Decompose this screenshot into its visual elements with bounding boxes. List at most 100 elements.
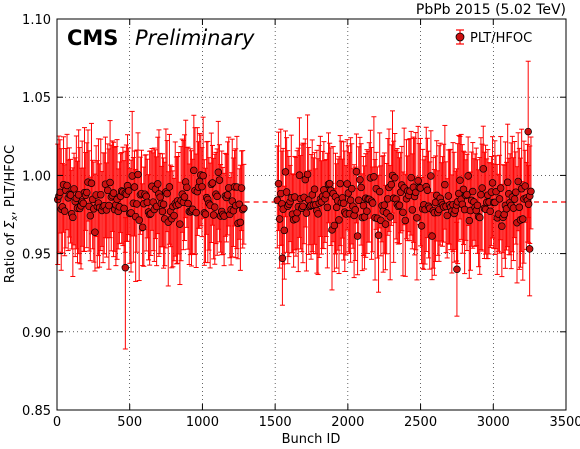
- y-tick-label: 1.00: [22, 169, 51, 184]
- x-tick-label: 3000: [477, 415, 510, 430]
- data-point: [496, 184, 505, 192]
- x-tick-label: 0: [53, 415, 61, 430]
- x-tick-label: 1500: [259, 415, 292, 430]
- data-point: [154, 180, 162, 188]
- data-point: [192, 208, 200, 217]
- data-points: [53, 60, 535, 350]
- y-axis-label-symbol: Σ: [3, 220, 18, 229]
- top-right-label: PbPb 2015 (5.02 TeV): [416, 2, 566, 18]
- data-point: [428, 232, 436, 240]
- x-tick-label: 3500: [549, 415, 580, 430]
- data-point: [401, 216, 410, 225]
- data-point: [356, 175, 364, 184]
- data-point: [352, 167, 361, 176]
- data-point: [170, 211, 178, 220]
- data-point: [469, 187, 477, 196]
- data-point: [70, 185, 78, 193]
- data-point: [407, 173, 415, 182]
- data-point: [510, 195, 519, 203]
- legend-marker: [455, 32, 465, 42]
- data-point: [368, 199, 377, 207]
- data-point: [351, 205, 360, 214]
- data-point: [158, 207, 167, 216]
- cms-status: Preliminary: [135, 26, 255, 50]
- data-point: [79, 199, 88, 208]
- legend: PLT/HFOC: [455, 29, 532, 46]
- data-point: [97, 190, 105, 199]
- data-point: [83, 188, 91, 197]
- x-axis-label: Bunch ID: [282, 432, 341, 447]
- data-point: [370, 173, 378, 181]
- data-point: [444, 192, 453, 200]
- data-point: [443, 211, 451, 220]
- y-tick-label: 0.85: [22, 404, 51, 419]
- data-point: [198, 182, 206, 191]
- data-point: [66, 191, 75, 199]
- y-axis-label-prefix: Ratio of: [3, 229, 18, 283]
- data-point: [495, 195, 504, 203]
- data-point: [488, 179, 497, 187]
- data-point: [184, 199, 192, 208]
- data-point: [303, 170, 312, 179]
- data-point: [464, 172, 472, 180]
- data-point: [120, 204, 128, 213]
- data-point: [503, 178, 512, 187]
- data-point: [524, 127, 532, 136]
- data-point: [512, 188, 520, 196]
- data-point: [236, 218, 245, 227]
- data-point: [314, 210, 322, 218]
- data-point: [386, 213, 394, 221]
- data-point: [399, 208, 407, 217]
- y-tick-label: 1.10: [22, 13, 51, 28]
- data-point: [498, 222, 506, 230]
- data-point: [134, 170, 142, 179]
- data-point: [69, 213, 77, 222]
- x-ticks: 0 500 1000 1500 2000 2500 3000 3500: [53, 19, 580, 430]
- data-point: [86, 211, 95, 220]
- data-point: [524, 200, 533, 209]
- data-point: [423, 186, 432, 194]
- data-point: [456, 176, 464, 185]
- data-point: [183, 183, 191, 192]
- x-tick-label: 500: [117, 415, 142, 430]
- y-tick-label: 1.05: [22, 91, 51, 106]
- data-point: [519, 215, 527, 223]
- data-point: [176, 220, 184, 228]
- data-point: [180, 193, 189, 201]
- data-point: [465, 216, 474, 225]
- data-point: [408, 206, 417, 214]
- data-point: [355, 196, 363, 204]
- data-point: [325, 179, 334, 188]
- data-point: [357, 183, 365, 192]
- data-point: [335, 216, 343, 224]
- data-point: [235, 200, 243, 208]
- data-point: [63, 181, 71, 190]
- legend-label: PLT/HFOC: [470, 31, 532, 46]
- data-point: [292, 215, 300, 223]
- data-point: [380, 201, 389, 209]
- data-point: [414, 177, 422, 185]
- data-point: [87, 179, 96, 187]
- data-point: [135, 216, 143, 224]
- y-axis-label-suffix: , PLT/HFOC: [3, 145, 18, 215]
- y-tick-label: 0.90: [22, 326, 51, 341]
- data-point: [278, 254, 287, 263]
- data-point: [486, 207, 494, 216]
- data-point: [477, 190, 485, 199]
- data-point: [121, 263, 130, 272]
- data-point: [527, 187, 535, 196]
- data-point: [295, 171, 304, 179]
- data-point: [240, 204, 248, 213]
- data-point: [274, 179, 283, 188]
- data-point: [280, 226, 289, 235]
- data-point: [165, 183, 174, 191]
- data-point: [211, 203, 219, 211]
- y-axis-label-subscript: x: [10, 215, 20, 222]
- data-point: [201, 210, 210, 218]
- data-point: [473, 201, 482, 210]
- data-point: [109, 189, 118, 197]
- data-point: [302, 209, 311, 217]
- data-point: [395, 201, 404, 210]
- x-tick-label: 2500: [404, 415, 437, 430]
